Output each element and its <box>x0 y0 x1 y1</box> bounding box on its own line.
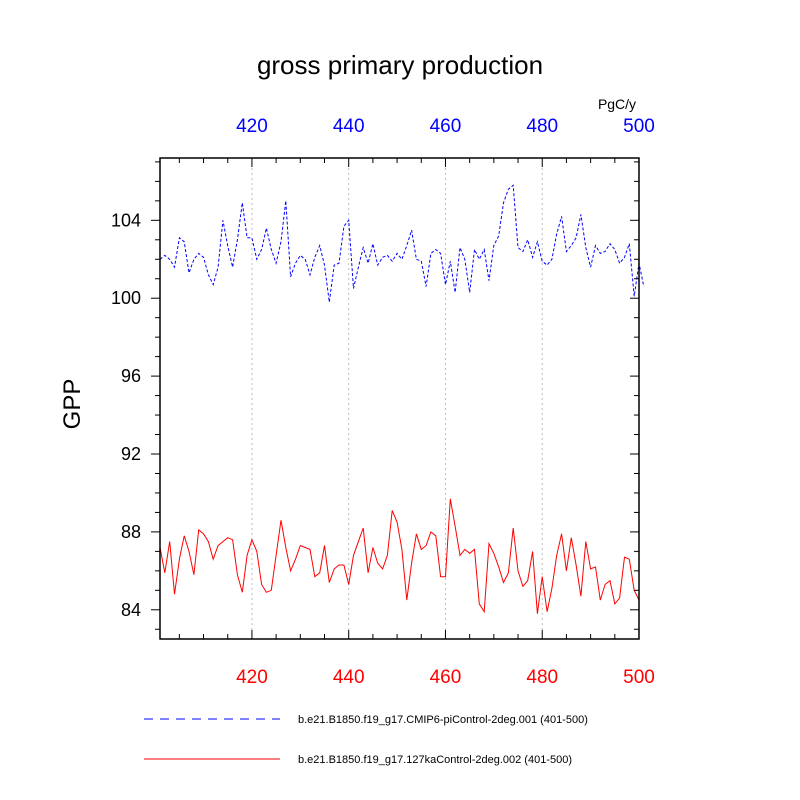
axes: 420 420 440 440 460 460 480 480 500 500 84 88 92 96 10… <box>111 116 655 688</box>
series-line-1 <box>159 184 645 303</box>
units-label: PgC/y <box>598 96 636 112</box>
x-tick-label-top-460: 460 <box>430 116 462 137</box>
plot-frame <box>159 157 640 640</box>
legend-label-series-1: b.e21.B1850.f19_g17.CMIP6-piControl-2deg… <box>298 714 588 726</box>
chart-title: gross primary production <box>257 50 543 80</box>
x-tick-label-bottom-440: 440 <box>333 667 365 688</box>
series-line-2 <box>159 498 640 614</box>
y-tick-label-100: 100 <box>111 288 141 308</box>
y-axis-label: GPP <box>59 379 86 430</box>
x-tick-label-top-420: 420 <box>236 116 268 137</box>
y-tick-label-96: 96 <box>121 366 141 386</box>
series-layer <box>159 184 645 614</box>
x-tick-label-top-440: 440 <box>333 116 365 137</box>
y-tick-label-92: 92 <box>121 444 141 464</box>
grid <box>251 158 543 639</box>
legend: b.e21.B1850.f19_g17.CMIP6-piControl-2deg… <box>144 714 588 766</box>
y-tick-label-104: 104 <box>111 210 141 230</box>
x-tick-label-top-480: 480 <box>526 116 558 137</box>
y-tick-label-84: 84 <box>121 600 141 620</box>
legend-label-series-2: b.e21.B1850.f19_g17.127kaControl-2deg.00… <box>298 754 572 766</box>
x-tick-label-bottom-460: 460 <box>430 667 462 688</box>
x-tick-label-bottom-500: 500 <box>623 667 655 688</box>
x-tick-label-bottom-480: 480 <box>526 667 558 688</box>
x-tick-label-bottom-420: 420 <box>236 667 268 688</box>
y-tick-label-88: 88 <box>121 522 141 542</box>
x-tick-label-top-500: 500 <box>623 116 655 137</box>
